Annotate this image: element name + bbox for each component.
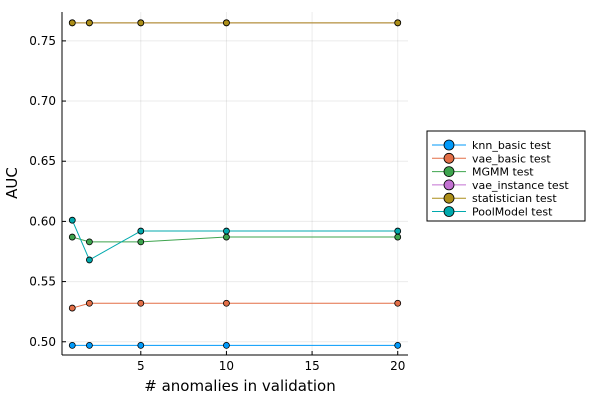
- y-tick-label: 0.55: [29, 275, 56, 289]
- data-point: [223, 19, 230, 27]
- series-5: [68, 19, 402, 27]
- data-point: [223, 227, 230, 235]
- data-point: [223, 299, 230, 307]
- legend-marker: [443, 139, 455, 151]
- data-point: [86, 238, 93, 246]
- legend-label: vae_instance test: [472, 179, 569, 192]
- legend-label: MGMM test: [472, 166, 534, 179]
- legend-item: vae_basic test: [432, 152, 551, 165]
- data-point: [137, 299, 145, 307]
- data-point: [394, 233, 402, 241]
- data-point: [394, 341, 402, 349]
- series-line: [72, 302, 398, 309]
- x-tick-label: 20: [390, 359, 405, 373]
- data-point: [68, 19, 76, 27]
- series-1: [68, 341, 402, 349]
- series-2: [68, 299, 402, 312]
- y-tick-label: 0.75: [29, 34, 56, 48]
- data-point: [68, 341, 76, 349]
- x-axis-title: # anomalies in validation: [144, 377, 335, 395]
- legend-label: knn_basic test: [472, 139, 552, 152]
- legend-marker: [443, 179, 455, 191]
- grid-layer: [62, 12, 408, 355]
- data-point: [137, 19, 145, 27]
- data-point: [86, 256, 93, 264]
- legend-label: vae_basic test: [472, 152, 551, 165]
- data-point: [394, 299, 402, 307]
- legend-marker: [443, 192, 455, 204]
- data-point: [223, 233, 230, 241]
- x-tick-label: 10: [219, 359, 234, 373]
- data-point: [68, 304, 76, 312]
- legend-label: PoolModel test: [472, 206, 553, 219]
- y-tick-label: 0.60: [29, 214, 56, 228]
- legend-marker: [443, 166, 455, 178]
- data-point: [68, 216, 76, 224]
- data-point: [394, 227, 402, 235]
- legend-item: MGMM test: [432, 166, 534, 179]
- series-6: [68, 216, 402, 264]
- legend-item: PoolModel test: [432, 206, 553, 219]
- y-tick-label: 0.65: [29, 154, 56, 168]
- data-point: [394, 19, 402, 27]
- series-layer: [68, 19, 402, 349]
- data-point: [223, 341, 230, 349]
- data-point: [137, 238, 145, 246]
- legend-marker: [443, 206, 455, 217]
- y-tick-label: 0.70: [29, 94, 56, 108]
- data-point: [137, 227, 145, 235]
- x-tick-label: 5: [137, 359, 145, 373]
- legend-marker: [443, 152, 455, 164]
- data-point: [86, 341, 93, 349]
- legend-item: vae_instance test: [432, 179, 569, 192]
- ticks-layer: 5 10 15 20 0.50 0.55 0.60 0.65 0.70 0.75: [29, 34, 405, 373]
- data-point: [68, 233, 76, 241]
- x-tick-label: 15: [304, 359, 319, 373]
- legend-item: statistician test: [432, 192, 557, 205]
- data-point: [137, 341, 145, 349]
- y-tick-label: 0.50: [29, 335, 56, 349]
- axes-layer: [61, 12, 408, 356]
- legend-label: statistician test: [472, 192, 557, 205]
- series-line: [71, 220, 398, 261]
- y-axis-title: AUC: [3, 167, 21, 199]
- series-3: [68, 233, 402, 246]
- data-point: [86, 19, 93, 27]
- data-point: [86, 299, 93, 307]
- series-line: [72, 236, 398, 243]
- legend-item: knn_basic test: [432, 139, 552, 152]
